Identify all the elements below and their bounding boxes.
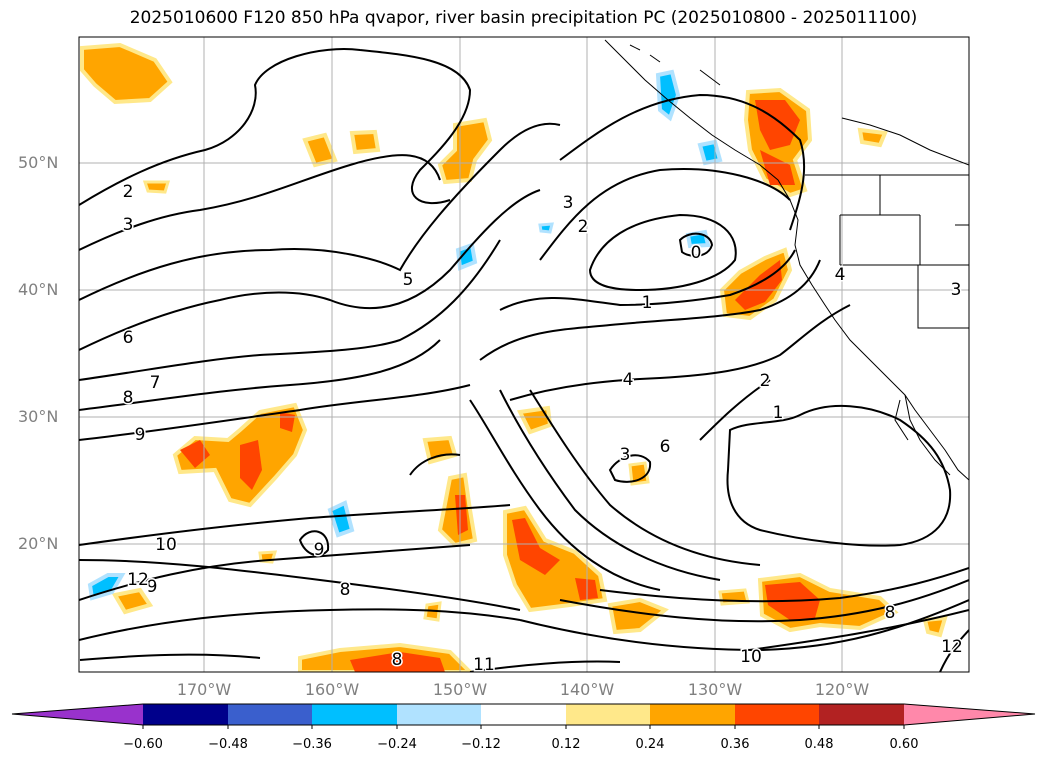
lon-label: 140°W <box>559 680 615 699</box>
coastlines <box>604 39 969 481</box>
colorbar-swatch <box>735 704 819 725</box>
contour-label: 8 <box>392 650 403 670</box>
contour-label: 2 <box>760 371 771 391</box>
lon-label: 160°W <box>304 680 360 699</box>
colorbar-swatch <box>566 704 650 725</box>
contour-label: 9 <box>135 425 146 445</box>
colorbar-tick-label: −0.24 <box>377 737 417 752</box>
contour-label: 7 <box>150 373 161 393</box>
precip-positive-fill <box>80 42 948 672</box>
colorbar-tick-label: −0.48 <box>208 737 248 752</box>
colorbar-swatch <box>312 704 397 725</box>
lat-label: 50°N <box>18 153 59 172</box>
contour-label: 0 <box>691 243 702 263</box>
contour-label: 3 <box>951 280 962 300</box>
contour-label: 9 <box>147 577 158 597</box>
colorbar-tick-label: 0.12 <box>551 737 581 752</box>
colorbar-tick-label: 0.24 <box>635 737 665 752</box>
colorbar-swatch <box>481 704 566 725</box>
contour-label: 12 <box>941 637 963 657</box>
colorbar-tick-label: 0.48 <box>804 737 834 752</box>
contour-label: 1 <box>773 403 784 423</box>
colorbar-tick-label: −0.36 <box>292 737 332 752</box>
contour-label: 6 <box>123 328 134 348</box>
contour-label: 8 <box>123 388 134 408</box>
colorbar-tick-label: 0.36 <box>720 737 750 752</box>
colorbar-swatch <box>819 704 904 725</box>
contour-label: 4 <box>623 370 634 390</box>
qvapor-contours <box>79 48 969 672</box>
colorbar-swatch <box>228 704 312 725</box>
colorbar-extend-right <box>904 704 1035 725</box>
contour-label: 8 <box>340 580 351 600</box>
lon-label: 150°W <box>432 680 488 699</box>
colorbar-tick-label: −0.60 <box>123 737 163 752</box>
contour-label: 5 <box>403 270 414 290</box>
lon-label: 170°W <box>176 680 232 699</box>
lat-label: 30°N <box>18 407 59 426</box>
contour-label: 3 <box>620 445 631 465</box>
contour-label: 10 <box>155 535 177 555</box>
colorbar-extend-left <box>12 704 143 725</box>
contour-label: 8 <box>885 603 896 623</box>
contour-label: 12 <box>127 570 149 590</box>
contour-label: 2 <box>578 217 589 237</box>
contour-label: 9 <box>314 540 325 560</box>
colorbar-swatch <box>397 704 481 725</box>
colorbar-swatch <box>650 704 735 725</box>
contour-label: 3 <box>563 193 574 213</box>
colorbar-tick-label: −0.12 <box>461 737 501 752</box>
contour-label: 6 <box>660 437 671 457</box>
contour-label: 2 <box>123 182 134 202</box>
lon-label: 130°W <box>687 680 743 699</box>
contour-label: 4 <box>835 265 846 285</box>
lat-label: 20°N <box>18 534 59 553</box>
contour-label: 3 <box>123 215 134 235</box>
colorbar-tick-label: 0.60 <box>889 737 919 752</box>
contour-label: 11 <box>473 655 495 675</box>
lat-label: 40°N <box>18 280 59 299</box>
precip-negative-fill <box>87 69 723 601</box>
lon-label: 120°W <box>814 680 870 699</box>
map-title: 2025010600 F120 850 hPa qvapor, river ba… <box>129 8 918 28</box>
contour-label: 10 <box>740 647 762 667</box>
contour-labels: 2 3 5 6 7 8 9 10 11 12 1 0 4 3 2 1 3 6 1… <box>121 181 964 677</box>
contour-label: 1 <box>642 293 653 313</box>
colorbar <box>11 703 1036 729</box>
colorbar-swatch <box>143 704 228 725</box>
